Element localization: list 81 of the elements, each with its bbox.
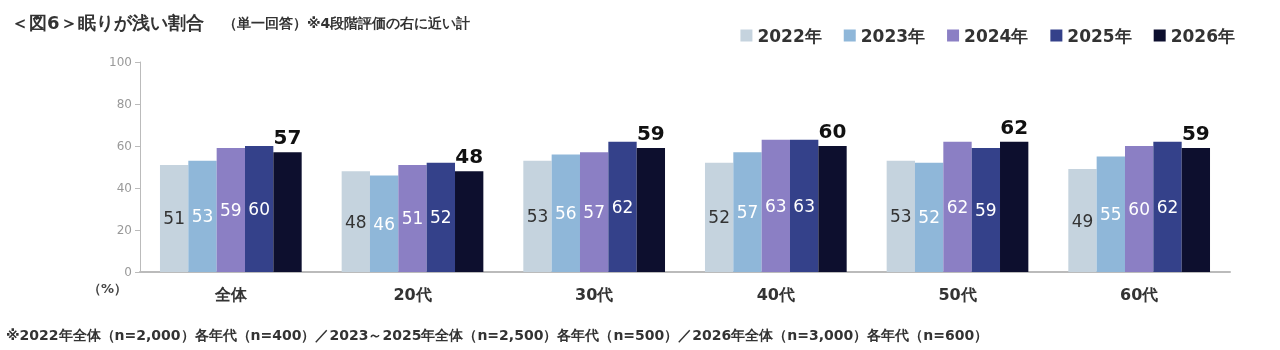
bar <box>551 154 580 272</box>
data-label: 59 <box>220 200 242 221</box>
data-label: 53 <box>526 206 549 227</box>
bar <box>818 146 847 272</box>
y-axis-title: （%） <box>88 281 128 296</box>
bar <box>159 164 189 272</box>
y-tick-label: 0 <box>124 265 132 279</box>
x-tick-label: 30代 <box>575 284 614 304</box>
bar <box>1153 141 1182 272</box>
data-label: 63 <box>793 195 815 216</box>
data-label: 57 <box>583 202 605 223</box>
data-label: 52 <box>708 207 730 228</box>
chart-title: ＜図6＞眠りが浅い割合 <box>11 11 204 33</box>
bar <box>1000 141 1029 272</box>
y-tick-label: 20 <box>116 223 132 237</box>
bar <box>455 171 484 272</box>
bar <box>341 171 370 272</box>
legend-label: 2022年 <box>757 25 822 46</box>
bar <box>216 148 245 272</box>
bar <box>886 160 915 272</box>
bar <box>608 141 637 272</box>
legend-label: 2024年 <box>964 25 1029 46</box>
bar <box>273 152 302 272</box>
x-tick-label: 全体 <box>213 284 248 304</box>
bar <box>943 141 972 272</box>
legend-label: 2026年 <box>1170 25 1236 46</box>
y-tick-label: 60 <box>116 139 132 153</box>
bar <box>636 148 666 272</box>
chart-subtitle: （単一回答）※4段階評価の右に近い計 <box>223 15 471 31</box>
text: ※2022年全体（n=2,000）各年代（n=400）／2023～2025年全体（n=2,500）各年代（n=500）／2026年全体（n=3,000）各年代（n=600） <box>6 327 989 343</box>
data-label: 53 <box>890 206 912 227</box>
data-label: 59 <box>636 121 665 146</box>
bar <box>580 152 609 272</box>
bar <box>1096 156 1125 272</box>
data-label: 62 <box>946 196 969 217</box>
bar <box>188 160 217 272</box>
data-label: 51 <box>163 208 185 229</box>
data-label: 62 <box>1156 196 1179 217</box>
bar <box>1125 146 1154 272</box>
bar <box>1181 148 1211 272</box>
data-label: 59 <box>1181 121 1210 146</box>
bar <box>761 139 790 272</box>
data-label: 56 <box>555 203 577 224</box>
data-label: 60 <box>248 199 270 219</box>
bar <box>733 152 762 272</box>
data-label: 57 <box>273 125 302 150</box>
bar <box>704 162 734 272</box>
data-label: 55 <box>1100 204 1122 225</box>
data-label: 49 <box>1071 210 1094 231</box>
bar <box>1068 169 1097 272</box>
y-tick-label: 80 <box>116 97 132 111</box>
bar <box>971 148 1001 272</box>
bar <box>426 162 456 272</box>
data-label: 51 <box>401 208 424 229</box>
bar <box>245 146 274 272</box>
legend-label: 2023年 <box>860 25 926 46</box>
data-label: 53 <box>191 206 214 227</box>
data-label: 57 <box>736 202 759 223</box>
data-label: 48 <box>455 144 484 169</box>
data-label: 62 <box>611 196 634 217</box>
y-tick-label: 40 <box>116 181 132 195</box>
bar <box>398 164 427 272</box>
x-tick-label: 60代 <box>1120 284 1159 304</box>
data-label: 48 <box>345 211 367 232</box>
y-tick-label: 100 <box>109 55 132 69</box>
data-label: 62 <box>1000 114 1029 139</box>
bar <box>790 139 819 272</box>
bar <box>523 160 552 272</box>
bar <box>369 175 399 272</box>
data-label: 59 <box>975 200 997 221</box>
data-label: 63 <box>765 195 787 216</box>
legend-label: 2025年 <box>1067 25 1132 46</box>
data-label: 52 <box>430 207 452 228</box>
x-tick-label: 20代 <box>393 284 432 304</box>
data-label: 60 <box>1128 199 1150 219</box>
data-label: 46 <box>373 213 395 234</box>
x-tick-label: 50代 <box>938 284 977 304</box>
x-tick-label: 40代 <box>756 284 795 304</box>
data-label: 52 <box>918 207 940 228</box>
data-label: 60 <box>818 119 847 143</box>
bar <box>914 162 944 272</box>
